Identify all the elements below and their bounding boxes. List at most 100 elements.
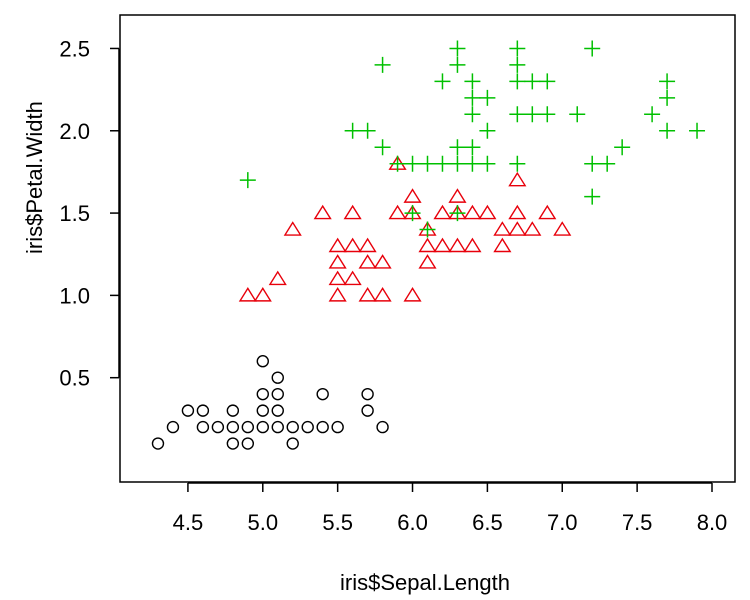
x-axis: 4.5 5.0 5.5 6.0 6.5 7.0 7.5 8.0 — [173, 482, 728, 535]
x-tick-label: 8.0 — [697, 510, 728, 535]
data-point-circle — [361, 387, 374, 401]
data-point-triangle — [448, 237, 467, 253]
y-tick-label: 2.0 — [59, 119, 90, 144]
data-point-plus — [509, 155, 526, 172]
y-tick-label: 2.5 — [59, 36, 90, 61]
data-point-plus — [659, 89, 676, 106]
data-point-triangle — [433, 204, 452, 220]
data-point-plus — [509, 73, 526, 90]
data-point-plus — [464, 139, 481, 156]
data-point-plus — [464, 106, 481, 123]
data-point-circle — [361, 404, 374, 417]
data-point-plus — [524, 106, 541, 123]
data-point-triangle — [343, 204, 362, 220]
data-point-triangle — [343, 270, 362, 286]
data-point-plus — [464, 155, 481, 172]
y-tick-label: 1.0 — [59, 283, 90, 308]
data-point-plus — [584, 40, 601, 57]
plot-frame — [119, 14, 736, 483]
x-tick-label: 6.5 — [472, 510, 503, 535]
y-tick-label: 0.5 — [59, 366, 90, 391]
data-point-triangle — [358, 237, 377, 253]
y-axis: 0.5 1.0 1.5 2.0 2.5 — [59, 36, 120, 391]
data-point-plus — [659, 122, 676, 139]
x-tick-label: 6.0 — [397, 510, 428, 535]
data-point-circle — [226, 404, 240, 417]
data-point-triangle — [313, 204, 332, 220]
data-point-circle — [166, 420, 180, 434]
data-point-plus — [389, 155, 406, 172]
x-tick-label: 4.5 — [173, 510, 204, 535]
data-point-circle — [211, 420, 225, 434]
data-point-triangle — [268, 270, 287, 286]
data-point-plus — [539, 106, 556, 123]
data-point-triangle — [448, 188, 467, 203]
data-point-triangle — [508, 204, 527, 220]
data-point-plus — [374, 139, 391, 156]
x-tick-label: 7.5 — [622, 510, 653, 535]
data-point-plus — [524, 73, 541, 90]
data-point-circle — [316, 420, 329, 434]
data-point-plus — [509, 56, 526, 73]
data-point-plus — [539, 73, 556, 90]
x-tick-label: 5.5 — [322, 510, 353, 535]
data-point-circle — [376, 420, 389, 434]
data-point-triangle — [523, 221, 542, 236]
data-point-plus — [404, 155, 421, 172]
data-point-circle — [181, 404, 195, 417]
data-point-circle — [241, 437, 255, 450]
data-point-plus — [239, 172, 256, 189]
data-point-triangle — [433, 237, 452, 253]
data-point-circle — [226, 437, 240, 450]
data-point-triangle — [328, 254, 347, 269]
series-plus — [239, 40, 706, 238]
data-point-triangle — [508, 171, 527, 187]
data-point-circle — [286, 420, 299, 434]
data-point-plus — [449, 205, 466, 222]
data-point-plus — [479, 155, 496, 172]
data-point-triangle — [358, 287, 377, 302]
data-point-circle — [286, 437, 299, 450]
data-point-plus — [449, 40, 466, 57]
data-point-plus — [509, 106, 526, 123]
data-point-plus — [569, 106, 586, 123]
data-point-plus — [404, 205, 421, 222]
data-point-triangle — [403, 287, 422, 302]
data-point-triangle — [418, 254, 437, 269]
data-point-plus — [449, 155, 466, 172]
data-point-plus — [689, 122, 706, 139]
data-point-plus — [449, 139, 466, 156]
data-point-plus — [584, 155, 601, 172]
data-point-triangle — [388, 204, 407, 220]
data-point-plus — [464, 89, 481, 106]
x-axis-title: iris$Sepal.Length — [339, 570, 510, 595]
data-point-triangle — [463, 204, 482, 220]
data-point-plus — [419, 155, 436, 172]
data-point-triangle — [328, 287, 347, 302]
data-point-triangle — [553, 221, 572, 236]
data-point-plus — [374, 56, 391, 73]
data-point-circle — [271, 371, 284, 384]
data-point-plus — [599, 155, 616, 172]
data-point-triangle — [328, 270, 347, 286]
series-triangle — [238, 155, 572, 302]
data-point-circle — [196, 404, 210, 417]
data-point-circle — [301, 420, 314, 434]
data-point-triangle — [253, 287, 272, 302]
data-point-triangle — [538, 204, 557, 220]
data-point-circle — [256, 387, 269, 401]
data-point-plus — [434, 155, 451, 172]
y-tick-label: 1.5 — [59, 201, 90, 226]
data-point-plus — [464, 73, 481, 90]
data-point-circle — [226, 420, 240, 434]
data-point-triangle — [493, 237, 512, 253]
data-point-circle — [151, 437, 165, 450]
data-point-triangle — [343, 237, 362, 253]
data-point-plus — [479, 122, 496, 139]
data-point-triangle — [358, 254, 377, 269]
data-point-circle — [256, 404, 269, 417]
data-point-plus — [434, 73, 451, 90]
data-point-circle — [331, 420, 344, 434]
y-axis-title: iris$Petal.Width — [22, 101, 47, 254]
